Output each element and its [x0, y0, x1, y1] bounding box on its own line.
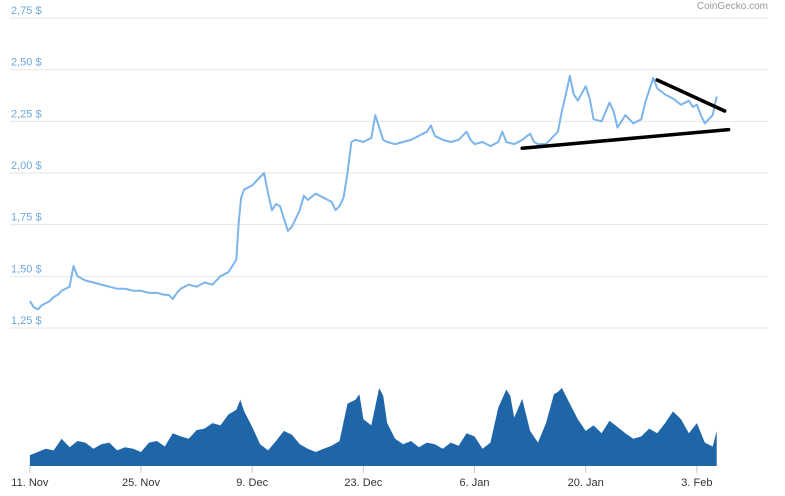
x-tick-label: 20. Jan: [568, 477, 604, 489]
x-tick-label: 9. Dec: [236, 477, 268, 489]
credit-text: CoinGecko.com: [697, 1, 768, 12]
x-tick-label: 11. Nov: [11, 477, 49, 489]
trendline-annotations: [520, 78, 731, 150]
x-axis-ticks: 11. Nov 25. Nov 9. Dec 23. Dec 6. Jan 20. Jan…: [11, 466, 712, 489]
price-line-series: [29, 74, 718, 311]
x-tick-label: 6. Jan: [460, 477, 490, 489]
x-tick-label: 23. Dec: [344, 477, 382, 489]
trendline: [520, 127, 731, 150]
y-tick-label: 1,75 $: [11, 212, 42, 224]
y-axis-ticks: 1,25 $ 1,50 $ 1,75 $ 2,00 $ 2,25 $ 2,50 $ 2,75…: [11, 5, 42, 327]
x-tick-label: 25. Nov: [122, 477, 160, 489]
y-tick-label: 1,25 $: [11, 315, 42, 327]
y-tick-label: 1,50 $: [11, 263, 42, 275]
volume-area-series: [29, 388, 717, 466]
y-tick-label: 2,75 $: [11, 5, 42, 17]
volume-area: [29, 388, 717, 466]
gridlines: [10, 17, 768, 329]
y-tick-label: 2,00 $: [11, 160, 42, 172]
price-line: [29, 74, 718, 311]
y-tick-label: 2,25 $: [11, 108, 42, 120]
trendline: [655, 78, 727, 113]
y-tick-label: 2,50 $: [11, 57, 42, 69]
x-tick-label: 3. Feb: [681, 477, 712, 489]
